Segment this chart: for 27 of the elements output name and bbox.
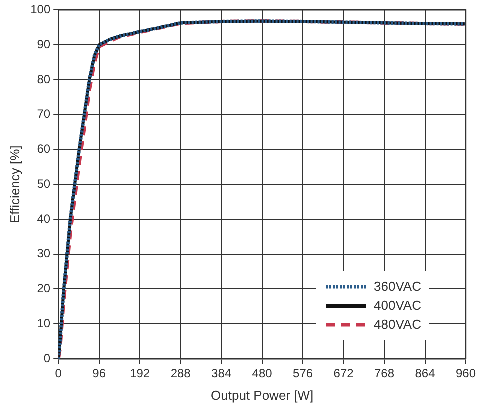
y-tick-label: 70 [37,107,51,122]
y-tick-label: 40 [37,212,51,226]
legend-label: 400VAC [374,297,422,315]
x-tick-label: 864 [415,366,436,381]
legend-label: 360VAC [374,278,422,296]
x-tick-label: 192 [130,366,150,381]
x-tick-label: 960 [456,366,476,381]
y-tick-label: 60 [37,142,51,156]
y-tick-label: 10 [37,316,51,330]
x-tick-label: 96 [92,366,106,381]
x-tick-label: 768 [374,366,395,381]
x-tick-label: 0 [55,366,62,381]
y-tick-label: 20 [37,282,51,296]
y-axis-title: Efficiency [%] [7,146,22,224]
legend-label: 480VAC [374,316,422,334]
y-tick-label: 0 [44,351,51,366]
x-axis-title: Output Power [W] [211,388,314,403]
y-tick-label: 100 [30,2,51,17]
x-tick-label: 480 [252,366,273,381]
x-tick-label: 672 [334,366,354,381]
y-tick-label: 80 [37,72,51,86]
x-tick-label: 384 [212,366,232,381]
y-tick-label: 90 [37,37,51,52]
x-tick-label: 576 [293,366,314,381]
y-tick-label: 50 [37,176,51,191]
x-tick-label: 288 [170,366,192,381]
y-tick-label: 30 [37,246,51,261]
